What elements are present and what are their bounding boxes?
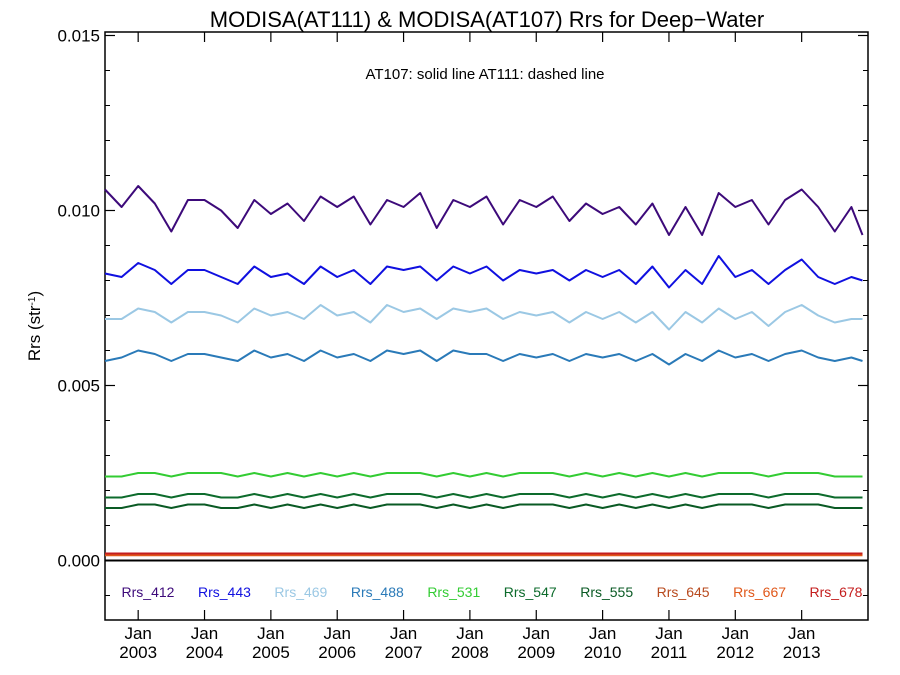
- legend-item-rrs-531: Rrs_531: [427, 584, 480, 600]
- y-tick-label: 0.015: [57, 27, 100, 46]
- legend-item-rrs-443: Rrs_443: [198, 584, 251, 600]
- x-tick-month: Jan: [655, 624, 682, 643]
- x-tick-year: 2009: [517, 643, 555, 662]
- y-axis: 0.000 0.005 0.010 0.015: [57, 27, 868, 596]
- y-axis-label-text: Rrs (str: [25, 305, 44, 361]
- series-group: [104, 185, 864, 557]
- x-tick-month: Jan: [788, 624, 815, 643]
- legend-item-rrs-555: Rrs_555: [580, 584, 633, 600]
- legend-item-rrs-469: Rrs_469: [274, 584, 327, 600]
- legend-item-rrs-667: Rrs_667: [733, 584, 786, 600]
- y-tick-label: 0.005: [57, 377, 100, 396]
- x-tick-month: Jan: [191, 624, 218, 643]
- legend-item-rrs-678: Rrs_678: [810, 584, 863, 600]
- plot-frame: [104, 31, 869, 621]
- x-tick-year: 2011: [651, 643, 688, 662]
- series-line-rrs-531: [105, 472, 863, 478]
- x-tick-month: Jan: [124, 624, 151, 643]
- legend-item-rrs-488: Rrs_488: [351, 584, 404, 600]
- chart-title: MODISA(AT111) & MODISA(AT107) Rrs for De…: [210, 7, 764, 32]
- x-axis: Jan2003Jan2004Jan2005Jan2006Jan2007Jan20…: [119, 32, 821, 662]
- x-tick-month: Jan: [523, 624, 550, 643]
- y-axis-label: Rrs (str-1): [25, 291, 44, 361]
- x-tick-month: Jan: [257, 624, 284, 643]
- y-tick-label: 0.010: [57, 202, 100, 221]
- legend-item-rrs-547: Rrs_547: [504, 584, 557, 600]
- legend: Rrs_412 Rrs_443 Rrs_469 Rrs_488 Rrs_531 Rrs_5…: [122, 584, 863, 600]
- x-tick-month: Jan: [589, 624, 616, 643]
- x-tick-month: Jan: [722, 624, 749, 643]
- y-tick-label: 0.000: [57, 552, 100, 571]
- x-tick-month: Jan: [324, 624, 351, 643]
- x-tick-year: 2006: [318, 643, 356, 662]
- series-line-rrs-412: [104, 185, 864, 236]
- legend-item-rrs-412: Rrs_412: [122, 584, 175, 600]
- x-tick-year: 2007: [385, 643, 423, 662]
- chart-annotation: AT107: solid line AT111: dashed line: [365, 66, 604, 83]
- x-tick-year: 2013: [783, 643, 821, 662]
- x-tick-year: 2012: [716, 643, 754, 662]
- series-line-rrs-443: [104, 255, 863, 289]
- y-axis-label-superscript: -1: [27, 296, 38, 305]
- x-tick-year: 2005: [252, 643, 290, 662]
- x-tick-year: 2003: [119, 643, 157, 662]
- x-tick-year: 2008: [451, 643, 489, 662]
- x-tick-month: Jan: [456, 624, 483, 643]
- series-line-rrs-547: [105, 493, 863, 499]
- x-tick-month: Jan: [390, 624, 417, 643]
- series-line-rrs-488: [104, 349, 863, 366]
- x-tick-year: 2004: [186, 643, 224, 662]
- legend-item-rrs-645: Rrs_645: [657, 584, 710, 600]
- y-axis-label-close: ): [25, 291, 44, 297]
- series-line-rrs-469: [105, 304, 863, 331]
- series-line-rrs-555: [105, 503, 863, 509]
- x-tick-year: 2010: [584, 643, 622, 662]
